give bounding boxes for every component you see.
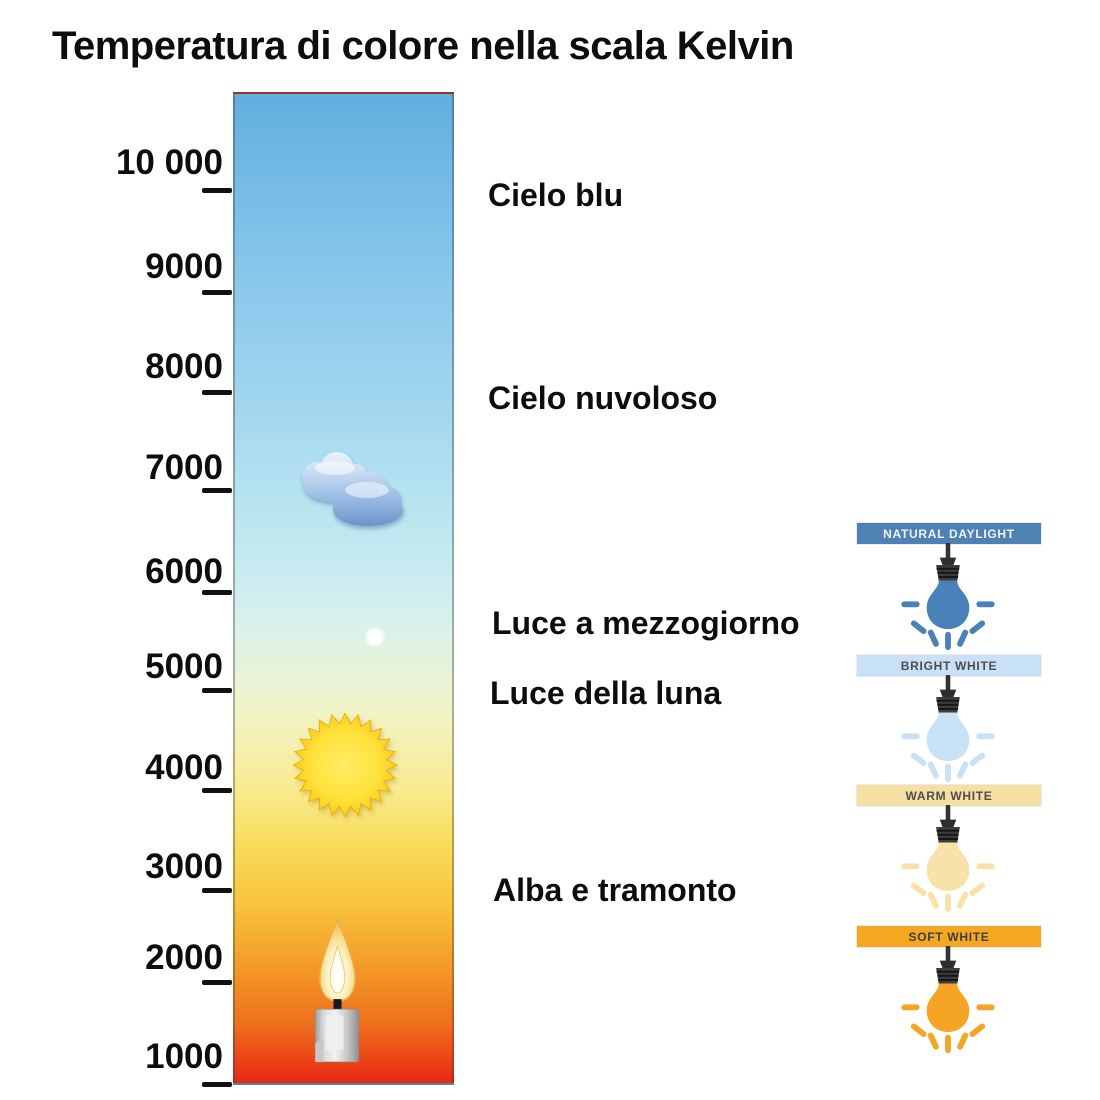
scale-label-2000: 2000 [145,938,223,977]
scale-label-4000: 4000 [145,748,223,787]
scale-tick [202,1082,232,1087]
scale-label-1000: 1000 [145,1037,223,1076]
panel-banner-natural-daylight: NATURAL DAYLIGHT [857,523,1041,544]
scale-tick [202,590,232,595]
scale-label-7000: 7000 [145,448,223,487]
panel-banner-soft-white: SOFT WHITE [857,926,1041,947]
scale-label-6000: 6000 [145,552,223,591]
scale-tick [202,290,232,295]
scale-label-3000: 3000 [145,847,223,886]
panel-banner-label: SOFT WHITE [908,929,990,944]
scale-label-8000: 8000 [145,347,223,386]
scale-label-9000: 9000 [145,247,223,286]
sun-icon [293,713,397,817]
scale-tick [202,488,232,493]
panel-banner-warm-white: WARM WHITE [857,785,1041,806]
scale-tick [202,980,232,985]
kelvin-gradient-bar [233,92,454,1085]
bulb-icon-natural-daylight [901,543,995,651]
scale-tick [202,390,232,395]
annotation-luce-della-luna: Luce della luna [490,675,722,711]
bulb-icon-bright-white [901,675,995,783]
panel-banner-label: WARM WHITE [905,788,993,803]
annotation-alba-e-tramonto: Alba e tramonto [493,872,737,908]
moon-dot-icon [364,626,386,648]
annotation-cielo-blu: Cielo blu [488,177,624,213]
page-title: Temperatura di colore nella scala Kelvin [52,24,794,68]
scale-tick [202,688,232,693]
scale-tick [202,188,232,193]
scale-label-5000: 5000 [145,647,223,686]
scale-label-10000: 10 000 [115,143,223,182]
bulb-icon-warm-white [901,805,995,913]
panel-banner-label: NATURAL DAYLIGHT [883,526,1015,541]
bulb-icon-soft-white [901,946,995,1054]
panel-banner-label: BRIGHT WHITE [900,658,998,673]
annotation-cielo-nuvoloso: Cielo nuvoloso [488,380,718,416]
scale-tick [202,888,232,893]
panel-banner-bright-white: BRIGHT WHITE [857,655,1041,676]
clouds-icon [302,452,403,526]
annotation-luce-a-mezzogiorno: Luce a mezzogiorno [492,605,800,641]
candle-icon [314,918,360,1063]
scale-tick [202,788,232,793]
